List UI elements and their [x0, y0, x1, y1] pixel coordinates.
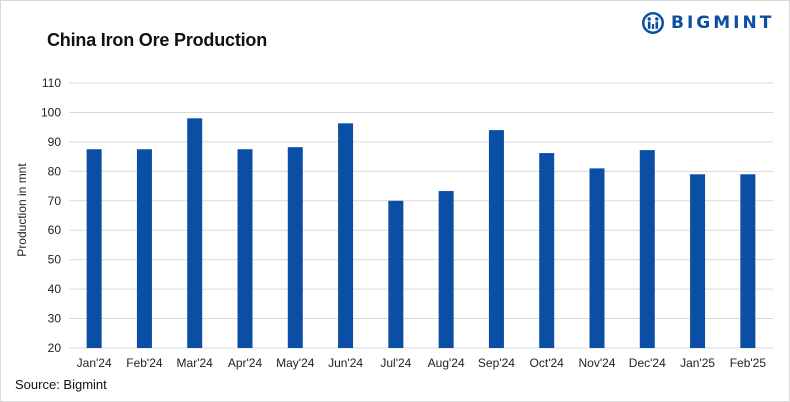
y-tick-label: 30: [48, 312, 62, 326]
x-tick-label: Jul'24: [380, 356, 411, 370]
bar-oct-24: [539, 153, 555, 348]
x-tick-label: Dec'24: [629, 356, 666, 370]
source-note: Source: Bigmint: [15, 377, 107, 392]
x-tick-label: Jan'24: [77, 356, 112, 370]
bar-jul-24: [388, 200, 404, 348]
y-tick-label: 70: [48, 194, 62, 208]
bar-feb-25: [740, 174, 756, 348]
x-tick-label: Feb'25: [730, 356, 767, 370]
x-tick-label: Oct'24: [530, 356, 565, 370]
x-tick-label: Feb'24: [126, 356, 163, 370]
brand-wordmark: BIGMINT: [671, 13, 775, 33]
gridlines: [69, 82, 773, 349]
x-tick-label: Sep'24: [478, 356, 515, 370]
bar-jan-25: [690, 174, 706, 348]
bar-jan-24: [86, 149, 102, 348]
brand-mark-icon: [642, 12, 664, 34]
x-tick-label: Apr'24: [228, 356, 263, 370]
x-tick-label: Mar'24: [177, 356, 214, 370]
brand-logo: BIGMINT: [641, 9, 774, 37]
y-tick-label: 90: [48, 135, 62, 149]
bar-nov-24: [589, 168, 605, 348]
y-tick-label: 100: [41, 105, 61, 119]
bar-sep-24: [488, 130, 504, 348]
bar-may-24: [287, 147, 303, 348]
bar-mar-24: [187, 118, 203, 348]
y-tick-label: 20: [48, 341, 62, 355]
x-tick-label: Aug'24: [428, 356, 465, 370]
y-tick-label: 40: [48, 282, 62, 296]
bars: [86, 118, 756, 348]
x-tick-label: Jun'24: [328, 356, 363, 370]
bar-feb-24: [136, 149, 152, 348]
bar-apr-24: [237, 149, 253, 348]
x-axis-ticks: Jan'24 Feb'24 Mar'24 Apr'24 May'24 Jun'24 Jul'…: [77, 356, 767, 370]
y-tick-label: 80: [48, 164, 62, 178]
y-tick-label: 50: [48, 253, 62, 267]
y-tick-label: 110: [42, 76, 61, 90]
bar-aug-24: [438, 191, 454, 348]
y-axis-ticks: 20 30 40 50 60 70 80 90 100 110: [41, 76, 61, 355]
chart-title: China Iron Ore Production: [47, 30, 268, 50]
x-tick-label: Jan'25: [680, 356, 715, 370]
x-tick-label: May'24: [276, 356, 315, 370]
bar-dec-24: [639, 150, 655, 348]
bar-jun-24: [338, 123, 354, 348]
x-tick-label: Nov'24: [579, 356, 616, 370]
y-tick-label: 60: [48, 223, 62, 237]
y-axis-label: Production in mnt: [15, 163, 29, 257]
